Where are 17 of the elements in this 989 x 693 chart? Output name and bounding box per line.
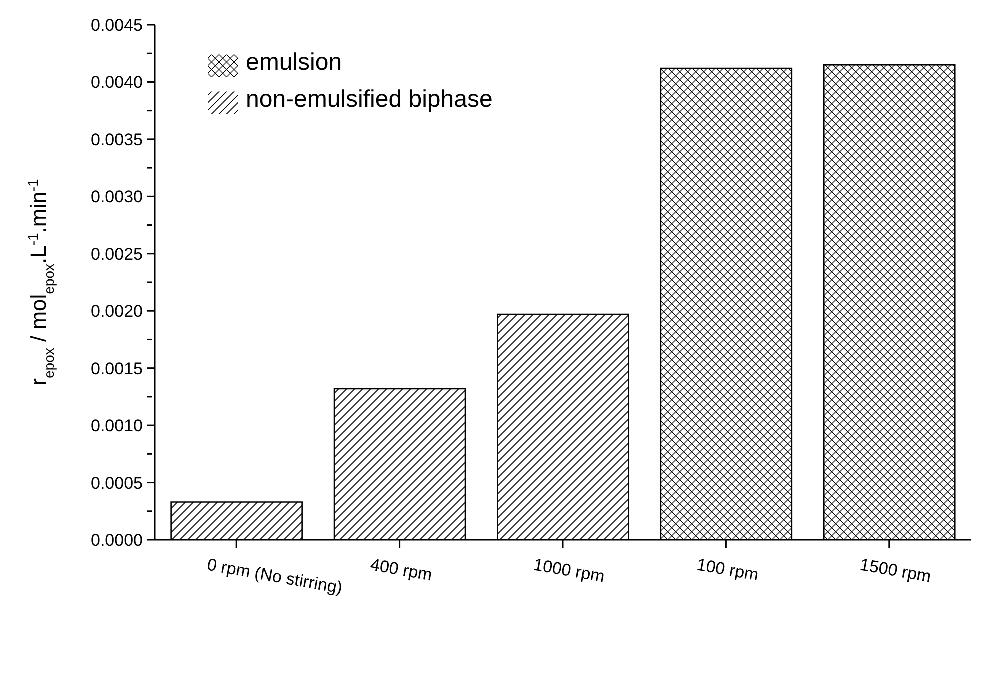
x-tick-label: 0 rpm (No stirring)	[206, 555, 344, 598]
y-tick-label: 0.0040	[91, 73, 143, 92]
y-tick-label: 0.0035	[91, 130, 143, 150]
legend-label: emulsion	[246, 49, 342, 76]
y-tick-label: 0.0015	[91, 359, 143, 378]
x-tick-label: 400 rpm	[369, 555, 434, 585]
y-tick-label: 0.0000	[91, 531, 143, 550]
y-tick-label: 0.0020	[91, 302, 143, 322]
y-tick-label: 0.0010	[91, 416, 143, 436]
y-tick-label: 0.0005	[91, 474, 143, 493]
y-tick-label: 0.0030	[91, 188, 143, 207]
y-tick-label: 0.0025	[91, 244, 143, 264]
y-tick-label: 0.0045	[91, 16, 143, 35]
x-tick-label: 1500 rpm	[858, 555, 933, 586]
x-tick-label: 100 rpm	[696, 555, 760, 585]
legend-label: non-emulsified biphase	[246, 86, 493, 113]
x-tick-label: 1000 rpm	[532, 555, 606, 586]
